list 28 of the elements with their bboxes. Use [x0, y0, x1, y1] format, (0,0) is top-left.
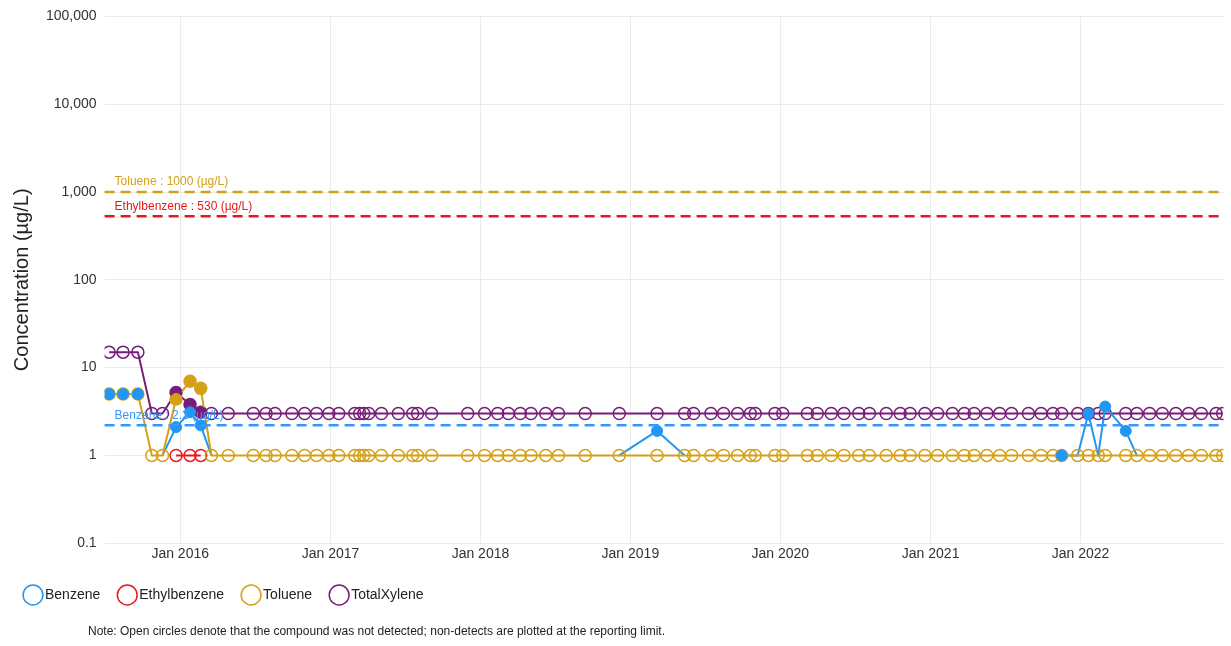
x-tick-label: Jan 2019	[601, 545, 660, 562]
legend-label: Toluene	[263, 585, 313, 602]
x-tick-label: Jan 2017	[301, 545, 360, 562]
y-axis-title: Concentration (µg/L)	[9, 188, 32, 372]
point	[193, 448, 208, 463]
x-tick-label: Jan 2018	[451, 545, 510, 562]
legend-label: Ethylbenzene	[139, 585, 225, 602]
ref-line-label: Ethylbenzene : 530 (µg/L)	[114, 198, 253, 213]
legend-label: Benzene	[45, 585, 101, 602]
y-tick-label: 0.1	[77, 534, 97, 551]
y-tick-label: 10,000	[53, 95, 97, 112]
x-tick-label: Jan 2016	[151, 545, 210, 562]
x-tick-label: Jan 2021	[901, 545, 960, 562]
text: Note: Open circles denote that the compound was not detected; non-detects are plotted at the reporting limit.	[88, 624, 666, 638]
ref-line-label: Toluene : 1000 (µg/L)	[114, 174, 229, 189]
point	[1099, 400, 1112, 413]
y-tick-label: 100,000	[46, 7, 97, 24]
point	[183, 448, 197, 463]
point	[1119, 424, 1132, 437]
y-tick-label: 1	[88, 446, 97, 463]
y-tick-label: 10	[81, 358, 97, 375]
legend-label: TotalXylene	[351, 585, 424, 602]
y-tick-label: 100	[73, 270, 97, 287]
x-tick-label: Jan 2022	[1051, 545, 1110, 562]
point	[651, 424, 664, 437]
point	[169, 448, 183, 463]
y-tick-label: 1,000	[61, 182, 97, 199]
x-tick-label: Jan 2020	[751, 545, 810, 562]
